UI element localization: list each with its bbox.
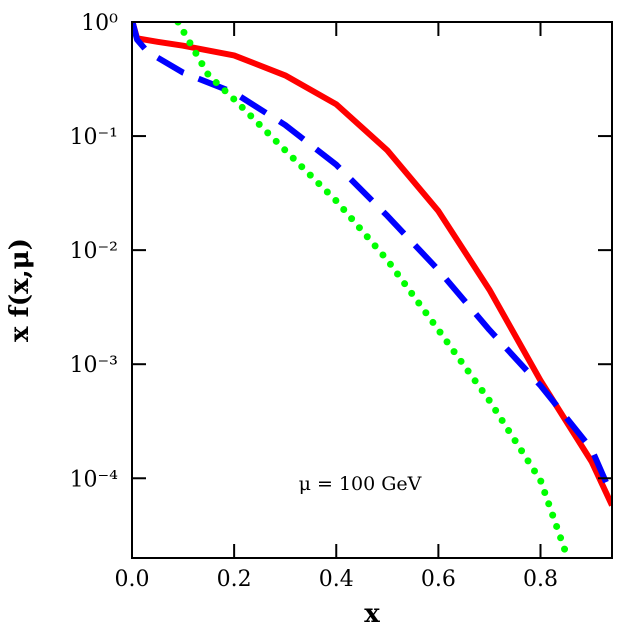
y-tick-label: 10⁻³ <box>70 353 118 378</box>
series-line <box>132 22 612 507</box>
y-tick-label: 10⁻¹ <box>70 125 118 150</box>
series-line <box>132 22 612 498</box>
y-axis-label: x f(x,μ) <box>5 238 35 342</box>
x-tick-label: 0.6 <box>421 567 456 592</box>
x-tick-label: 0.0 <box>115 567 150 592</box>
annotation: μ = 100 GeV <box>299 473 422 495</box>
y-tick-label: 10⁻² <box>70 239 118 264</box>
x-tick-label: 0.8 <box>523 567 558 592</box>
y-tick-label: 10⁰ <box>81 11 118 36</box>
x-tick-label: 0.2 <box>217 567 252 592</box>
x-tick-label: 0.4 <box>319 567 354 592</box>
y-tick-label: 10⁻⁴ <box>70 467 119 492</box>
plot-frame <box>131 21 613 559</box>
plot-lines <box>132 22 612 557</box>
x-axis-label: x <box>364 599 380 629</box>
series-line <box>174 22 570 557</box>
